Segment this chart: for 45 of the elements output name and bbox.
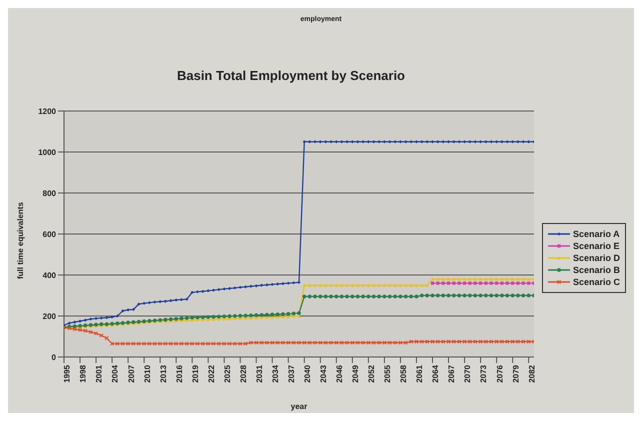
x-tick-label: 2019: [190, 364, 200, 383]
y-tick-label: 800: [42, 188, 57, 198]
x-tick-label: 1995: [62, 364, 72, 383]
x-tick-label: 2064: [431, 364, 440, 383]
legend-label: Scenario D: [572, 253, 620, 263]
legend-label: Scenario B: [572, 265, 620, 275]
x-tick-label: 2061: [415, 364, 424, 383]
x-tick-label: 2031: [254, 364, 264, 383]
y-tick-label: 600: [42, 230, 57, 239]
y-tick-label: 400: [42, 270, 57, 280]
y-tick-label: 1000: [38, 148, 57, 157]
x-axis-title: year: [290, 402, 308, 411]
legend-label: Scenario C: [572, 277, 620, 287]
x-tick-label: 2028: [238, 364, 248, 383]
x-tick-label: 2055: [383, 364, 392, 383]
x-tick-label: 2022: [206, 364, 216, 383]
x-tick-label: 2025: [222, 364, 232, 383]
y-tick-label: 0: [52, 352, 57, 362]
chart-title: Basin Total Employment by Scenario: [176, 68, 406, 83]
y-tick-label: 1200: [38, 106, 57, 116]
legend-label: Scenario E: [572, 241, 620, 251]
x-tick-label: 2043: [319, 364, 328, 383]
x-tick-label: 2004: [110, 364, 120, 383]
x-tick-label: 2010: [142, 364, 152, 383]
x-tick-label: 2076: [495, 364, 504, 383]
x-tick-label: 2079: [511, 364, 520, 383]
x-tick-label: 2001: [94, 364, 104, 383]
x-tick-label: 2082: [527, 364, 536, 383]
x-tick-label: 2070: [463, 364, 472, 383]
x-tick-label: 2040: [303, 364, 312, 383]
x-tick-label: 1998: [78, 364, 88, 383]
x-tick-label: 2067: [447, 364, 456, 383]
x-tick-label: 2052: [367, 364, 376, 383]
x-tick-label: 2016: [174, 364, 184, 383]
y-tick-label: 200: [42, 312, 57, 321]
x-tick-label: 2073: [479, 364, 488, 383]
x-tick-label: 2058: [399, 364, 408, 383]
x-tick-label: 2049: [351, 364, 360, 383]
x-tick-label: 2046: [335, 364, 344, 383]
x-tick-label: 2034: [270, 364, 280, 383]
legend-label: Scenario A: [572, 229, 620, 239]
x-tick-label: 2013: [158, 364, 168, 383]
x-tick-label: 2037: [286, 364, 296, 383]
y-axis-title: full time equivalents: [16, 202, 25, 279]
x-tick-label: 2007: [126, 364, 136, 383]
